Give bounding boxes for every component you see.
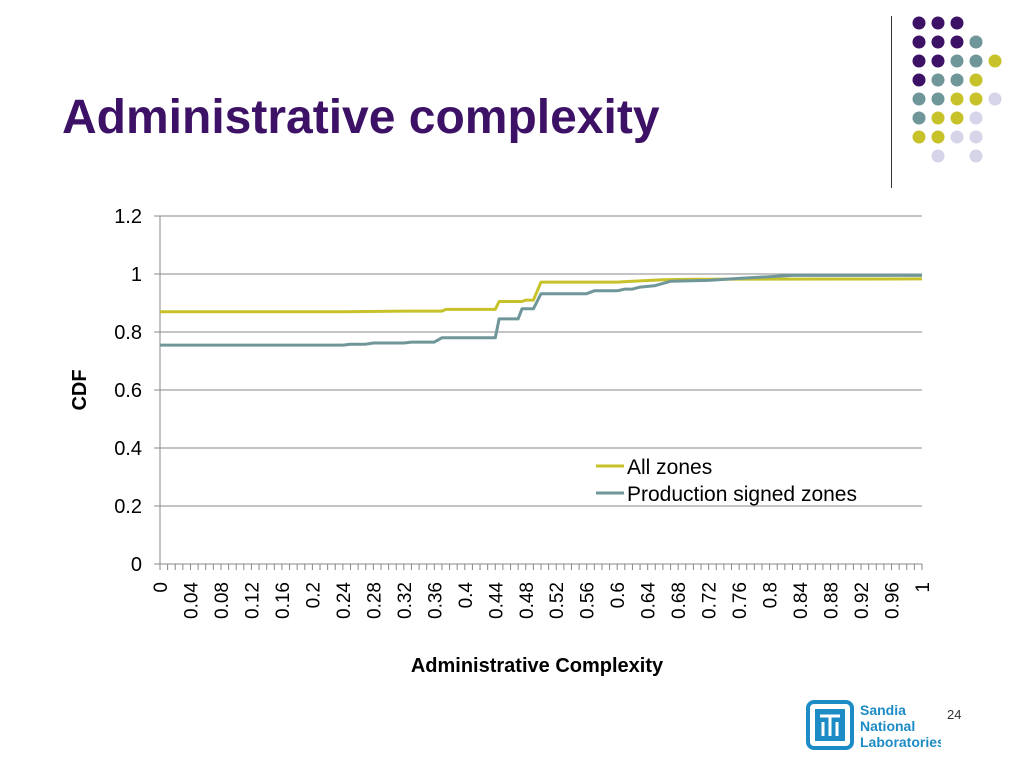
series-line xyxy=(160,273,922,347)
x-tick-label: 0.72 xyxy=(700,582,721,619)
x-tick-label: 0.6 xyxy=(608,582,629,608)
x-tick-label: 0.32 xyxy=(395,582,416,619)
x-tick-label: 0.2 xyxy=(303,582,324,608)
x-tick-label: 0 xyxy=(151,582,172,593)
logo-text: Sandia xyxy=(860,702,906,718)
dot xyxy=(950,92,964,106)
x-tick-label: 0.56 xyxy=(578,582,599,619)
dot xyxy=(988,92,1002,106)
page-number: 24 xyxy=(947,707,962,722)
dot xyxy=(931,35,945,49)
x-tick-label: 0.64 xyxy=(639,582,660,619)
x-tick-label: 0.92 xyxy=(852,582,873,619)
y-axis-title: CDF xyxy=(69,369,91,410)
dot xyxy=(969,149,983,163)
legend-label: Production signed zones xyxy=(627,483,857,506)
x-tick-label: 0.24 xyxy=(334,582,355,619)
legend-label: All zones xyxy=(627,456,712,479)
x-tick-label: 0.68 xyxy=(669,582,690,619)
dot xyxy=(912,130,926,144)
x-tick-label: 0.84 xyxy=(791,582,812,619)
dot xyxy=(912,111,926,125)
dot xyxy=(950,54,964,68)
dot xyxy=(931,130,945,144)
sandia-logo: Sandia National Laboratories xyxy=(806,700,941,750)
dot xyxy=(912,73,926,87)
dot xyxy=(969,73,983,87)
dot xyxy=(969,111,983,125)
dot xyxy=(912,16,926,30)
dot xyxy=(931,73,945,87)
x-tick-label: 0.36 xyxy=(425,582,446,619)
dot xyxy=(912,35,926,49)
y-tick-label: 0.6 xyxy=(114,380,142,402)
logo-text: National xyxy=(860,718,915,734)
x-tick-label: 0.76 xyxy=(730,582,751,619)
dot xyxy=(969,54,983,68)
dot xyxy=(969,92,983,106)
dot xyxy=(969,35,983,49)
y-tick-label: 1.2 xyxy=(114,206,142,228)
x-tick-label: 0.4 xyxy=(456,582,477,609)
y-tick-label: 0.2 xyxy=(114,496,142,518)
y-tick-label: 0.8 xyxy=(114,322,142,344)
dot xyxy=(931,149,945,163)
dot xyxy=(931,92,945,106)
y-tick-label: 0.4 xyxy=(114,438,142,460)
dot xyxy=(912,92,926,106)
y-tick-label: 0 xyxy=(131,554,142,576)
x-tick-label: 0.08 xyxy=(212,582,233,619)
x-tick-label: 0.16 xyxy=(273,582,294,619)
x-tick-label: 0.88 xyxy=(822,582,843,619)
dot xyxy=(931,111,945,125)
x-tick-label: 0.44 xyxy=(486,582,507,619)
y-tick-label: 1 xyxy=(131,264,142,286)
x-axis-title: Administrative Complexity xyxy=(411,655,664,677)
divider-line xyxy=(891,16,892,188)
x-tick-label: 0.28 xyxy=(364,582,385,619)
series-line xyxy=(160,277,923,314)
x-tick-label: 0.96 xyxy=(883,582,904,619)
slide-title: Administrative complexity xyxy=(62,91,660,144)
decorative-dot-grid xyxy=(912,16,1002,163)
x-tick-label: 0.04 xyxy=(181,582,202,619)
x-tick-label: 0.52 xyxy=(547,582,568,619)
dot xyxy=(912,54,926,68)
dot xyxy=(988,54,1002,68)
dot xyxy=(950,130,964,144)
dot xyxy=(931,16,945,30)
dot xyxy=(950,35,964,49)
x-tick-label: 0.8 xyxy=(761,582,782,608)
dot xyxy=(931,54,945,68)
logo-text: Laboratories xyxy=(860,734,941,750)
dot xyxy=(950,73,964,87)
dot xyxy=(950,16,964,30)
x-tick-label: 1 xyxy=(913,582,934,593)
x-tick-label: 0.48 xyxy=(517,582,538,619)
dot xyxy=(950,111,964,125)
x-tick-label: 0.12 xyxy=(242,582,263,619)
dot xyxy=(969,130,983,144)
